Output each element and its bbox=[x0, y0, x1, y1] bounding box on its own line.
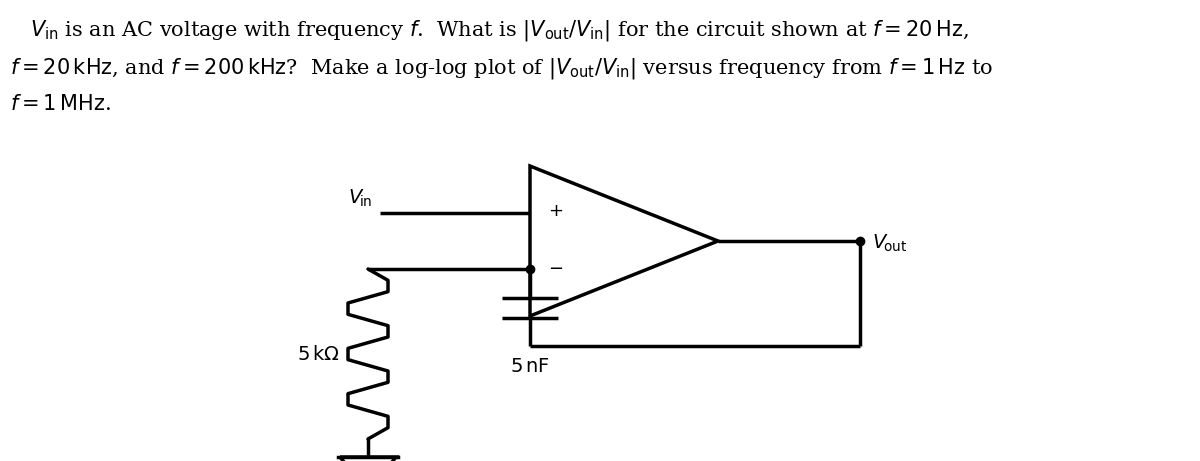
Text: $5\,\mathrm{nF}$: $5\,\mathrm{nF}$ bbox=[510, 358, 550, 376]
Text: $f = 20\,\mathrm{kHz}$, and $f = 200\,\mathrm{kHz}$?  Make a log-log plot of $|V: $f = 20\,\mathrm{kHz}$, and $f = 200\,\m… bbox=[10, 56, 992, 81]
Text: $5\,\mathrm{k\Omega}$: $5\,\mathrm{k\Omega}$ bbox=[298, 344, 340, 364]
Text: $+$: $+$ bbox=[548, 202, 563, 220]
Text: $V_{\mathrm{in}}$ is an AC voltage with frequency $f$.  What is $|V_{\mathrm{out: $V_{\mathrm{in}}$ is an AC voltage with … bbox=[30, 18, 968, 43]
Text: $-$: $-$ bbox=[548, 258, 563, 276]
Text: $V_{\!\mathrm{out}}$: $V_{\!\mathrm{out}}$ bbox=[872, 232, 907, 254]
Text: $V_{\!\mathrm{in}}$: $V_{\!\mathrm{in}}$ bbox=[348, 188, 372, 209]
Text: $f = 1\,\mathrm{MHz}$.: $f = 1\,\mathrm{MHz}$. bbox=[10, 94, 112, 114]
